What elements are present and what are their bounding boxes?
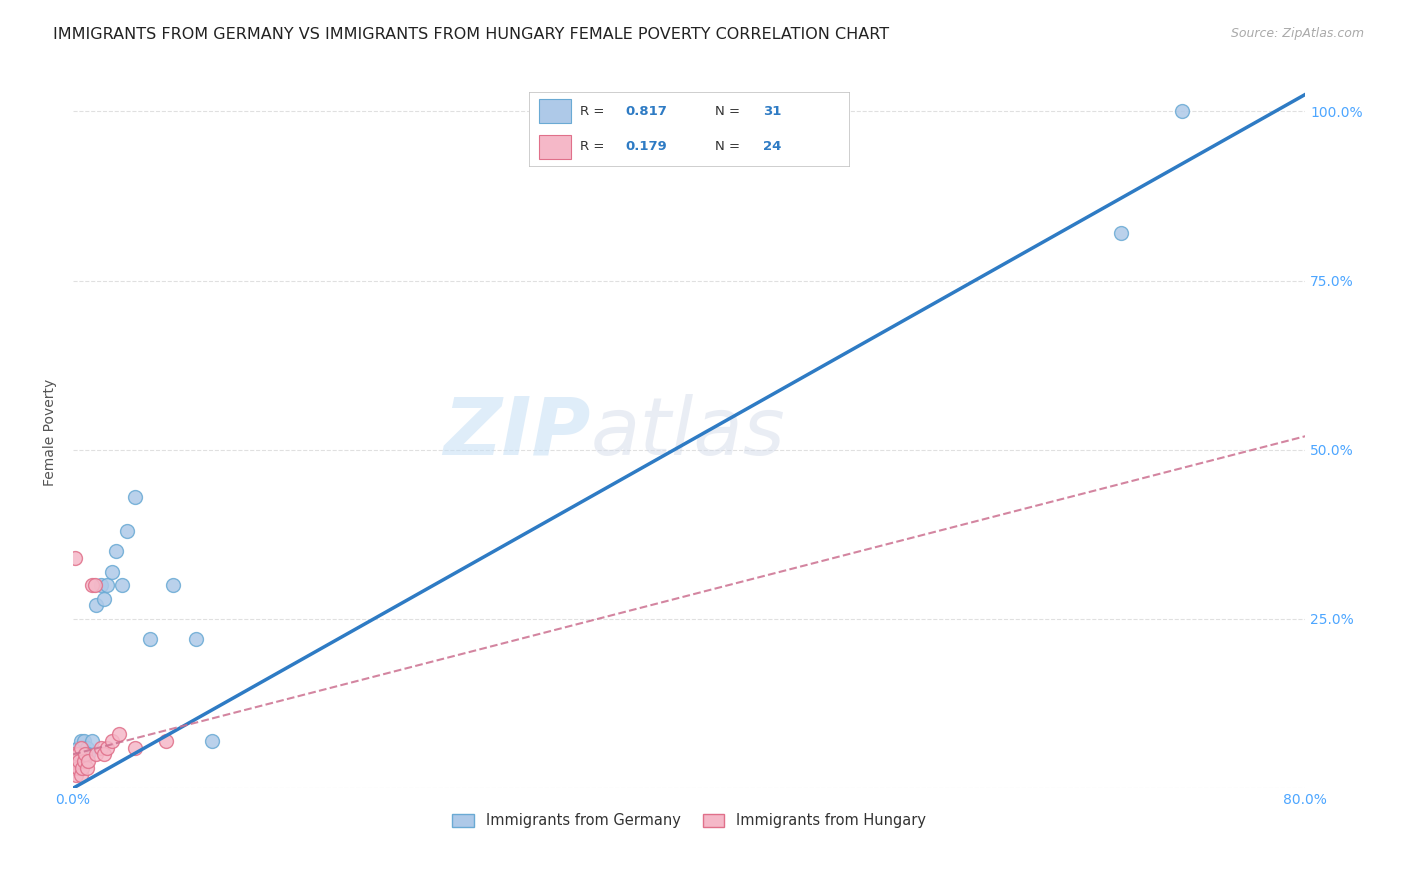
Point [73,754,96,768]
Point [63,551,86,566]
Point [66,740,89,755]
Point [69,733,91,747]
Legend: Immigrants from Germany, Immigrants from Hungary: Immigrants from Germany, Immigrants from… [447,807,932,834]
Point [77,747,100,762]
Point [65,754,87,768]
Point [84,599,107,613]
Point [75,747,97,762]
Point [105,544,128,558]
Point [80,578,103,592]
Point [124,740,146,755]
Point [69,754,91,768]
Point [1109,226,1132,240]
Point [72,761,94,775]
Point [63,761,86,775]
Text: Source: ZipAtlas.com: Source: ZipAtlas.com [1230,27,1364,40]
Point [201,733,224,747]
Y-axis label: Female Poverty: Female Poverty [44,379,58,486]
Point [67,761,90,775]
Point [90,578,112,592]
Point [67,747,90,762]
Point [83,578,105,592]
Point [108,727,131,741]
Point [63,761,86,775]
Point [124,490,146,504]
Point [72,740,94,755]
Point [77,754,100,768]
Point [65,747,87,762]
Point [73,733,96,747]
Point [96,740,118,755]
Point [186,632,208,647]
Point [155,733,177,747]
Point [65,767,87,781]
Point [93,747,115,762]
Point [100,733,122,747]
Point [111,578,134,592]
Point [84,747,107,762]
Point [80,733,103,747]
Point [1171,104,1194,119]
Point [72,747,94,762]
Point [76,740,98,755]
Point [115,524,138,538]
Point [66,761,89,775]
Point [90,740,112,755]
Point [63,747,86,762]
Point [69,767,91,781]
Text: IMMIGRANTS FROM GERMANY VS IMMIGRANTS FROM HUNGARY FEMALE POVERTY CORRELATION CH: IMMIGRANTS FROM GERMANY VS IMMIGRANTS FR… [53,27,890,42]
Point [100,565,122,579]
Point [139,632,162,647]
Point [65,754,87,768]
Point [96,578,118,592]
Point [162,578,184,592]
Point [93,591,115,606]
Point [76,761,98,775]
Point [66,754,89,768]
Point [67,754,90,768]
Point [75,747,97,762]
Text: atlas: atlas [591,393,786,472]
Text: ZIP: ZIP [443,393,591,472]
Point [66,747,89,762]
Point [69,740,91,755]
